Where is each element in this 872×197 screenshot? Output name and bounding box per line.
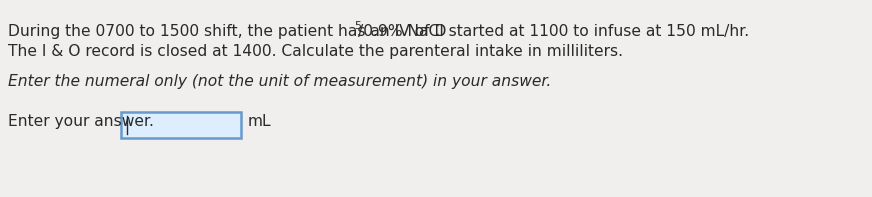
Text: The I & O record is closed at 1400. Calculate the parenteral intake in millilite: The I & O record is closed at 1400. Calc… <box>8 44 623 59</box>
Text: 5: 5 <box>355 21 362 31</box>
Text: Enter the numeral only (not the unit of measurement) in your answer.: Enter the numeral only (not the unit of … <box>8 74 551 89</box>
Text: During the 0700 to 1500 shift, the patient has an IV of D: During the 0700 to 1500 shift, the patie… <box>8 24 446 39</box>
FancyBboxPatch shape <box>121 112 242 138</box>
Text: Enter your answer.: Enter your answer. <box>8 114 153 129</box>
Text: mL: mL <box>248 114 271 129</box>
Text: /0.9% NaCl started at 1100 to infuse at 150 mL/hr.: /0.9% NaCl started at 1100 to infuse at … <box>358 24 749 39</box>
